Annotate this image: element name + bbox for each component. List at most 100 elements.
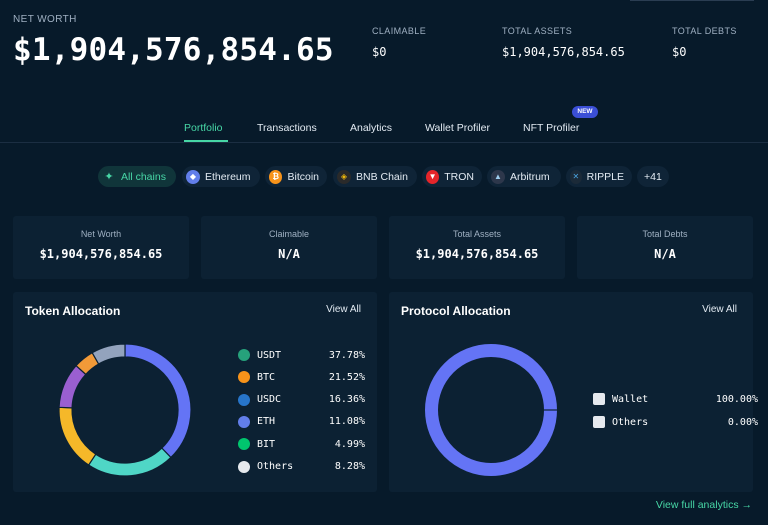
tab-wallet-profiler[interactable]: Wallet Profiler xyxy=(425,122,490,134)
card-value: $1,904,576,854.65 xyxy=(39,247,163,261)
card-label: Net Worth xyxy=(80,229,122,239)
legend-row: USDT 37.78% xyxy=(238,348,365,362)
token-slice-eth[interactable] xyxy=(58,364,87,409)
legend-percent: 4.99% xyxy=(334,438,365,450)
arbitrum-icon: ▲ xyxy=(491,169,505,184)
protocol-allocation-panel: Protocol Allocation View All Wallet 100.0… xyxy=(389,292,758,492)
token-slice-usdt[interactable] xyxy=(124,343,192,459)
legend-percent: 0.00% xyxy=(727,416,758,428)
view-all-protocols-link[interactable]: View All xyxy=(702,304,737,315)
legend-name: ETH xyxy=(257,416,276,428)
legend-row: Others 0.00% xyxy=(593,415,758,429)
legend-name: Others xyxy=(257,461,294,472)
legend-name: USDT xyxy=(257,349,282,361)
stat-value: $0 xyxy=(672,45,687,59)
view-full-analytics-link[interactable]: View full analytics → xyxy=(656,499,752,511)
chain-filter-ethereum[interactable]: ◆ Ethereum xyxy=(182,166,260,187)
chain-label: Ethereum xyxy=(205,170,251,183)
legend-row: Others 8.28% xyxy=(238,460,365,474)
chain-filter-all[interactable]: ✦ All chains xyxy=(98,166,176,187)
panel-title: Token Allocation xyxy=(25,304,121,318)
legend-name: USDC xyxy=(257,394,282,406)
chain-label: BNB Chain xyxy=(356,170,408,183)
protocol-slice-wallet[interactable] xyxy=(425,344,557,476)
card-value: N/A xyxy=(278,247,300,261)
card-label: Total Assets xyxy=(452,229,502,239)
chain-label: TRON xyxy=(444,170,474,183)
legend-name: BTC xyxy=(257,371,276,383)
legend-percent: 11.08% xyxy=(328,416,365,428)
tab-transactions[interactable]: Transactions xyxy=(257,122,317,134)
tab-nft-profiler[interactable]: NFT Profiler xyxy=(523,122,580,134)
stat-total-debts: TOTAL DEBTS $0 xyxy=(672,26,737,59)
net-worth-value: $1,904,576,854.65 xyxy=(13,32,334,68)
chain-label: All chains xyxy=(121,170,166,183)
token-slice-others[interactable] xyxy=(91,343,126,365)
legend-row: BIT 4.99% xyxy=(238,437,365,451)
view-full-analytics-label: View full analytics xyxy=(655,499,739,511)
legend-row: BTC 21.52% xyxy=(238,370,365,384)
portfolio-header: NET WORTH $1,904,576,854.65 CLAIMABLE $0… xyxy=(0,0,768,142)
tab-bar: Portfolio Transactions Analytics Wallet … xyxy=(0,118,768,142)
token-allocation-donut xyxy=(58,343,192,477)
ethereum-icon: ◆ xyxy=(186,169,200,184)
stat-label: TOTAL DEBTS xyxy=(672,26,737,36)
stat-value: $1,904,576,854.65 xyxy=(502,45,625,59)
top-divider xyxy=(630,0,754,1)
legend-row: Wallet 100.00% xyxy=(593,392,758,406)
tab-analytics[interactable]: Analytics xyxy=(350,122,393,134)
legend-percent: 37.78% xyxy=(328,349,365,361)
card-label: Total Debts xyxy=(642,229,688,239)
eth-icon xyxy=(238,415,250,428)
legend-row: USDC 16.36% xyxy=(238,393,365,407)
new-badge: NEW xyxy=(572,106,598,118)
all-chains-icon: ✦ xyxy=(104,171,114,183)
bnb-icon: ◈ xyxy=(337,169,351,184)
others-icon xyxy=(593,416,605,428)
card-label: Claimable xyxy=(268,229,310,239)
chain-more-count: +41 xyxy=(644,170,662,183)
chain-label: RIPPLE xyxy=(586,170,624,183)
chain-filter-bitcoin[interactable]: ₿ Bitcoin xyxy=(265,166,327,187)
stat-label: TOTAL ASSETS xyxy=(502,26,573,36)
protocol-allocation-donut xyxy=(425,344,557,476)
token-slice-usdc[interactable] xyxy=(58,406,97,466)
summary-card-total-debts: Total Debts N/A xyxy=(577,216,753,279)
btc-icon xyxy=(238,371,250,384)
legend-percent: 16.36% xyxy=(328,394,365,406)
wallet-icon xyxy=(593,393,605,405)
summary-card-claimable: Claimable N/A xyxy=(201,216,377,279)
chain-filter-bnb[interactable]: ◈ BNB Chain xyxy=(333,166,417,187)
bitcoin-icon: ₿ xyxy=(269,169,283,184)
token-slice-btc[interactable] xyxy=(87,447,172,477)
legend-name: BIT xyxy=(257,438,276,450)
chain-filter-more[interactable]: +41 xyxy=(637,166,669,187)
tron-icon: ▼ xyxy=(426,169,440,184)
active-tab-indicator xyxy=(184,140,228,142)
summary-card-net-worth: Net Worth $1,904,576,854.65 xyxy=(13,216,189,279)
panel-title: Protocol Allocation xyxy=(401,304,511,318)
ripple-icon: ✕ xyxy=(570,169,582,184)
chain-label: Bitcoin xyxy=(287,170,319,183)
arrow-right-icon: → xyxy=(741,499,753,511)
tab-portfolio[interactable]: Portfolio xyxy=(184,122,223,134)
legend-name: Wallet xyxy=(612,393,649,405)
view-all-tokens-link[interactable]: View All xyxy=(326,304,361,315)
card-value: $1,904,576,854.65 xyxy=(415,247,539,261)
summary-card-total-assets: Total Assets $1,904,576,854.65 xyxy=(389,216,565,279)
chain-filter-ripple[interactable]: ✕ RIPPLE xyxy=(566,166,632,187)
chain-label: Arbitrum xyxy=(510,170,550,183)
others-icon xyxy=(238,460,250,473)
legend-percent: 100.00% xyxy=(715,393,758,405)
stat-value: $0 xyxy=(372,45,387,59)
token-allocation-panel: Token Allocation View All USDT 37.78% BTC 2… xyxy=(13,292,377,492)
stat-label: CLAIMABLE xyxy=(372,26,427,36)
chain-filter-arbitrum[interactable]: ▲ Arbitrum xyxy=(487,166,561,187)
legend-row: ETH 11.08% xyxy=(238,415,365,429)
stat-claimable: CLAIMABLE $0 xyxy=(372,26,426,59)
legend-percent: 21.52% xyxy=(328,371,365,383)
card-value: N/A xyxy=(654,247,676,261)
chain-filter-tron[interactable]: ▼ TRON xyxy=(422,166,482,187)
net-worth-label: NET WORTH xyxy=(13,14,77,25)
legend-percent: 8.28% xyxy=(334,461,365,472)
